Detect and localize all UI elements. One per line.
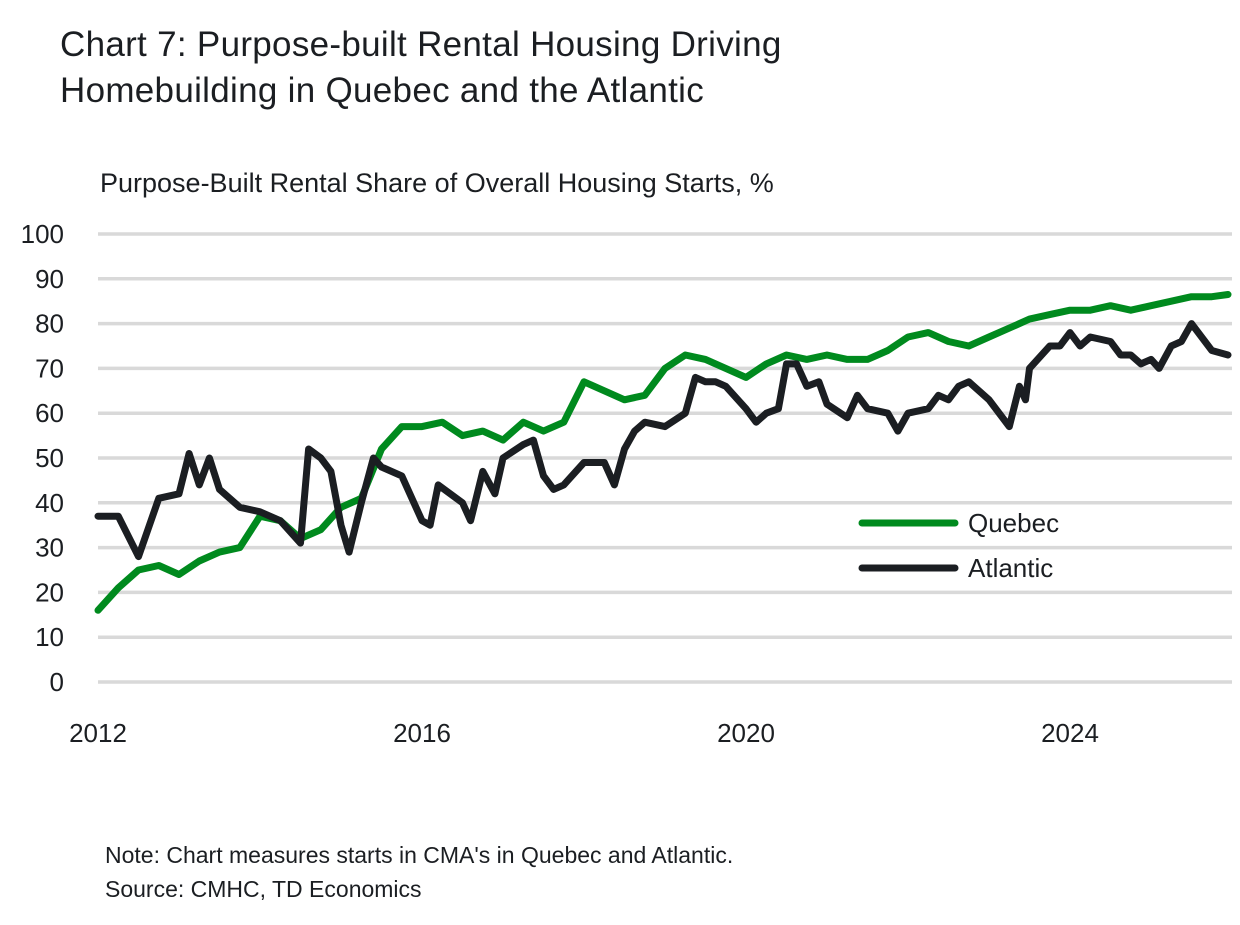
series-lines xyxy=(94,291,1232,614)
x-tick-label: 2012 xyxy=(69,718,127,748)
y-tick-label: 10 xyxy=(35,622,64,652)
y-tick-label: 50 xyxy=(35,443,64,473)
x-tick-label: 2024 xyxy=(1041,718,1099,748)
source-text: Source: CMHC, TD Economics xyxy=(105,876,422,902)
y-tick-label: 30 xyxy=(35,533,64,563)
legend-label-atlantic: Atlantic xyxy=(968,553,1053,583)
y-tick-label: 70 xyxy=(35,353,64,383)
series-line-atlantic xyxy=(94,320,1232,561)
y-tick-label: 100 xyxy=(21,219,64,249)
series-line-quebec xyxy=(94,291,1232,614)
chart-title-line-2: Homebuilding in Quebec and the Atlantic xyxy=(60,71,705,110)
y-tick-label: 90 xyxy=(35,264,64,294)
footnote: Note: Chart measures starts in CMA's in … xyxy=(105,838,733,906)
chart-title-line-1: Chart 7: Purpose-built Rental Housing Dr… xyxy=(60,25,782,64)
x-tick-label: 2016 xyxy=(393,718,451,748)
gridlines xyxy=(98,232,1232,684)
y-tick-label: 20 xyxy=(35,577,64,607)
y-axis-ticks: 0 10 20 30 40 50 60 70 80 90 100 xyxy=(21,219,64,697)
y-axis-label: Purpose-Built Rental Share of Overall Ho… xyxy=(100,168,774,198)
x-axis-ticks: 2012 2016 2020 2024 xyxy=(69,718,1099,748)
note-text: Note: Chart measures starts in CMA's in … xyxy=(105,842,734,868)
x-tick-label: 2020 xyxy=(717,718,775,748)
y-tick-label: 80 xyxy=(35,309,64,339)
y-tick-label: 60 xyxy=(35,398,64,428)
y-tick-label: 40 xyxy=(35,488,64,518)
y-tick-label: 0 xyxy=(50,667,64,697)
legend-label-quebec: Quebec xyxy=(968,508,1059,538)
legend: Quebec Atlantic xyxy=(858,508,1059,583)
chart-title: Chart 7: Purpose-built Rental Housing Dr… xyxy=(60,22,1060,114)
